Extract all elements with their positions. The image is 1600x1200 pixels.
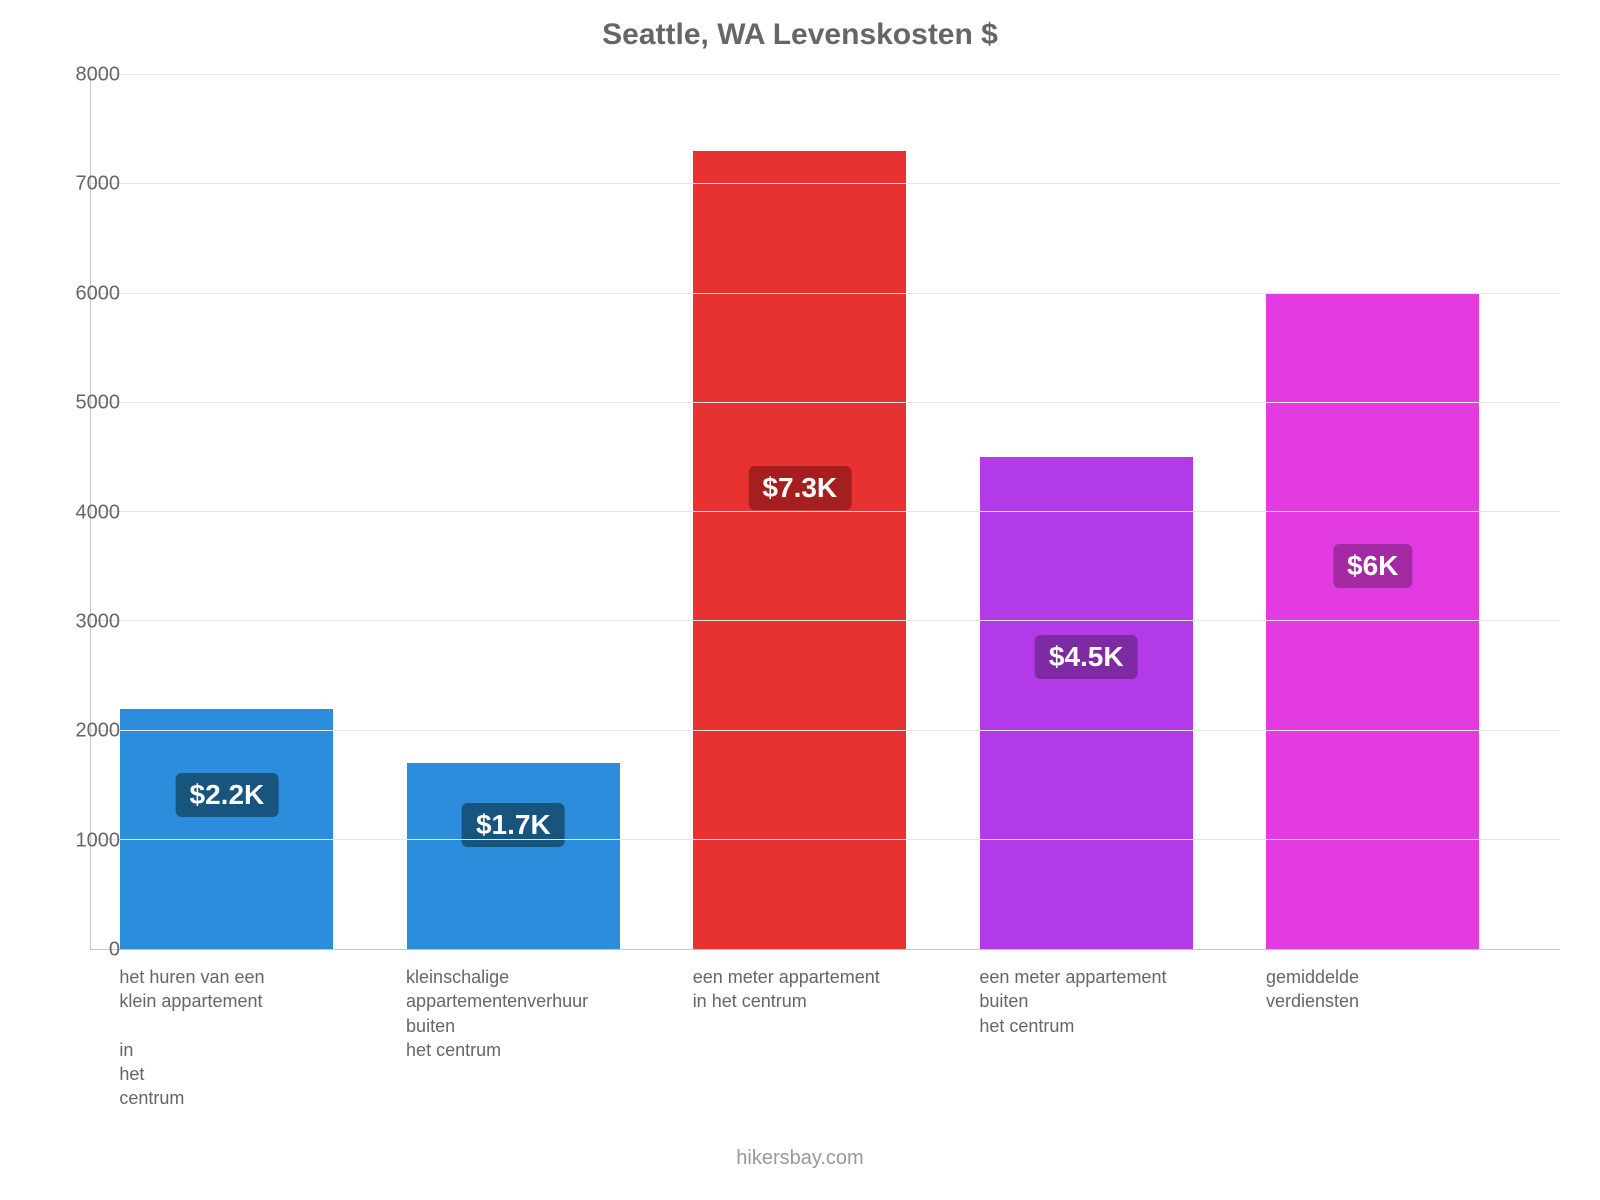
x-tick-label: kleinschalige appartementenverhuur buite…: [406, 965, 693, 1062]
bars-container: $2.2K $1.7K $7.3K $4.5K $6K: [91, 75, 1560, 949]
grid-line: [91, 730, 1560, 731]
y-tick-label: 7000: [70, 173, 120, 196]
y-tick-label: 8000: [70, 64, 120, 87]
grid-line: [91, 183, 1560, 184]
x-tick-label: gemiddelde verdiensten: [1266, 965, 1553, 1014]
y-tick-label: 3000: [70, 610, 120, 633]
chart-title: Seattle, WA Levenskosten $: [0, 18, 1600, 52]
x-tick-label: een meter appartement buiten het centrum: [979, 965, 1266, 1038]
cost-of-living-chart: Seattle, WA Levenskosten $ $2.2K $1.7K $7.…: [0, 0, 1600, 1200]
y-tick-label: 2000: [70, 720, 120, 743]
bar-value-label: $2.2K: [176, 773, 279, 817]
grid-line: [91, 293, 1560, 294]
grid-line: [91, 511, 1560, 512]
y-tick-label: 5000: [70, 392, 120, 415]
bar: [120, 709, 333, 949]
bar-value-label: $1.7K: [462, 803, 565, 847]
bar: [693, 151, 906, 949]
bar: [407, 763, 620, 949]
grid-line: [91, 839, 1560, 840]
grid-line: [91, 620, 1560, 621]
x-tick-label: een meter appartement in het centrum: [693, 965, 980, 1014]
bar: [1266, 294, 1479, 950]
plot-area: $2.2K $1.7K $7.3K $4.5K $6K: [90, 75, 1560, 950]
grid-line: [91, 402, 1560, 403]
bar-value-label: $6K: [1333, 544, 1412, 588]
y-tick-label: 0: [70, 939, 120, 962]
bar-value-label: $7.3K: [748, 466, 851, 510]
bar: [980, 457, 1193, 949]
y-tick-label: 6000: [70, 282, 120, 305]
x-tick-label: het huren van een klein appartement in h…: [119, 965, 406, 1111]
y-tick-label: 4000: [70, 501, 120, 524]
grid-line: [91, 74, 1560, 75]
source-label: hikersbay.com: [0, 1147, 1600, 1170]
y-tick-label: 1000: [70, 829, 120, 852]
bar-value-label: $4.5K: [1035, 635, 1138, 679]
